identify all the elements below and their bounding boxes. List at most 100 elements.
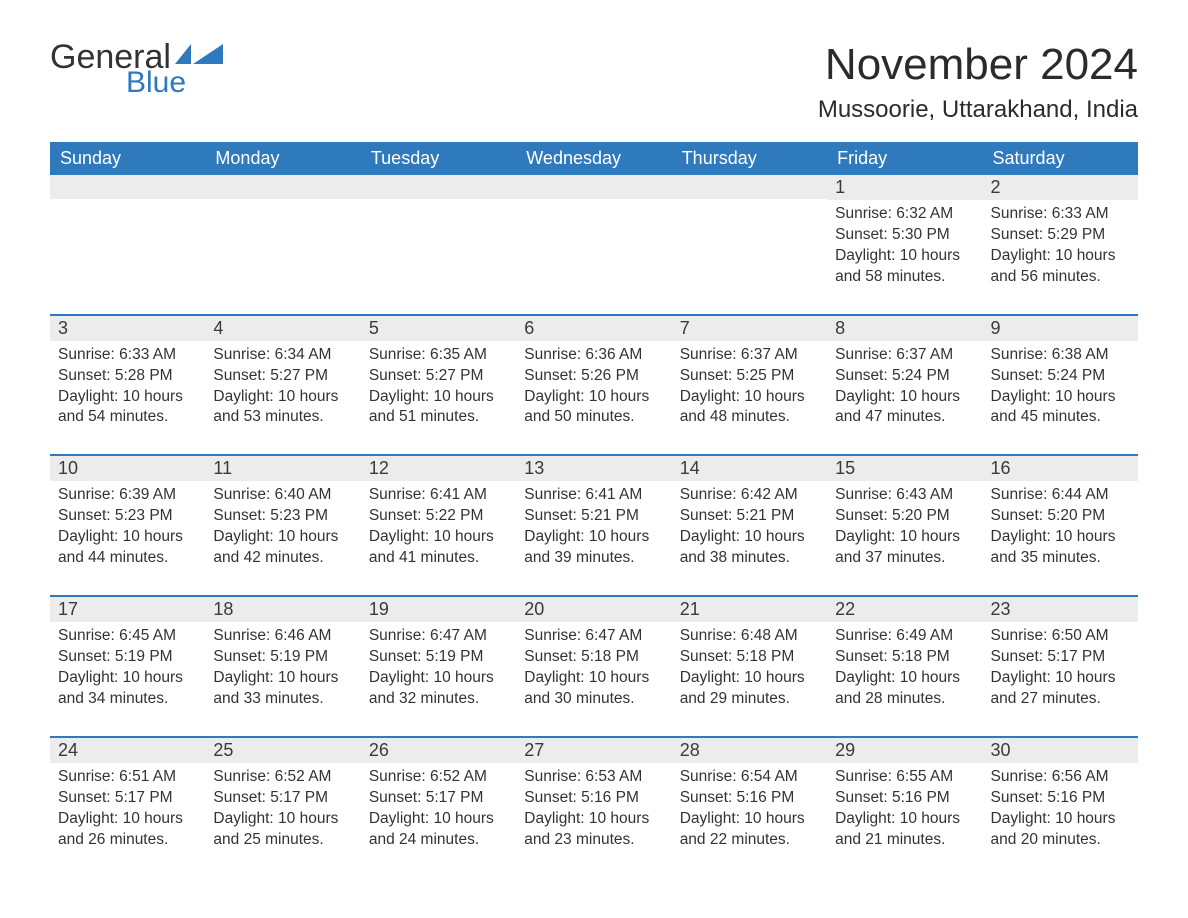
sunrise-text: Sunrise: 6:48 AM [680, 626, 819, 647]
daylight-text: Daylight: 10 hours and 28 minutes. [835, 668, 974, 710]
sunrise-text: Sunrise: 6:33 AM [991, 204, 1130, 225]
daylight-text: Daylight: 10 hours and 29 minutes. [680, 668, 819, 710]
day-body [672, 199, 827, 309]
sunset-text: Sunset: 5:16 PM [680, 788, 819, 809]
day-body: Sunrise: 6:41 AMSunset: 5:22 PMDaylight:… [361, 481, 516, 595]
sunset-text: Sunset: 5:17 PM [58, 788, 197, 809]
calendar-cell: 11Sunrise: 6:40 AMSunset: 5:23 PMDayligh… [205, 455, 360, 596]
daylight-text: Daylight: 10 hours and 33 minutes. [213, 668, 352, 710]
logo: General Blue [50, 40, 223, 98]
daylight-text: Daylight: 10 hours and 45 minutes. [991, 387, 1130, 429]
day-number: 1 [827, 175, 982, 200]
daylight-text: Daylight: 10 hours and 38 minutes. [680, 527, 819, 569]
day-body: Sunrise: 6:49 AMSunset: 5:18 PMDaylight:… [827, 622, 982, 736]
day-body: Sunrise: 6:40 AMSunset: 5:23 PMDaylight:… [205, 481, 360, 595]
sunrise-text: Sunrise: 6:44 AM [991, 485, 1130, 506]
weekday-header: Monday [205, 142, 360, 175]
calendar-cell: 29Sunrise: 6:55 AMSunset: 5:16 PMDayligh… [827, 737, 982, 877]
sunrise-text: Sunrise: 6:50 AM [991, 626, 1130, 647]
sunset-text: Sunset: 5:18 PM [524, 647, 663, 668]
sunrise-text: Sunrise: 6:40 AM [213, 485, 352, 506]
sunset-text: Sunset: 5:29 PM [991, 225, 1130, 246]
day-number [361, 175, 516, 199]
logo-flag-icon [175, 40, 223, 68]
calendar-cell: 15Sunrise: 6:43 AMSunset: 5:20 PMDayligh… [827, 455, 982, 596]
weekday-header: Thursday [672, 142, 827, 175]
day-number: 19 [361, 597, 516, 622]
day-body: Sunrise: 6:56 AMSunset: 5:16 PMDaylight:… [983, 763, 1138, 877]
sunrise-text: Sunrise: 6:41 AM [524, 485, 663, 506]
sunrise-text: Sunrise: 6:47 AM [524, 626, 663, 647]
sunrise-text: Sunrise: 6:54 AM [680, 767, 819, 788]
daylight-text: Daylight: 10 hours and 25 minutes. [213, 809, 352, 851]
sunset-text: Sunset: 5:26 PM [524, 366, 663, 387]
daylight-text: Daylight: 10 hours and 26 minutes. [58, 809, 197, 851]
sunset-text: Sunset: 5:19 PM [369, 647, 508, 668]
day-body: Sunrise: 6:52 AMSunset: 5:17 PMDaylight:… [361, 763, 516, 877]
day-body: Sunrise: 6:55 AMSunset: 5:16 PMDaylight:… [827, 763, 982, 877]
daylight-text: Daylight: 10 hours and 27 minutes. [991, 668, 1130, 710]
calendar-cell: 2Sunrise: 6:33 AMSunset: 5:29 PMDaylight… [983, 175, 1138, 315]
sunset-text: Sunset: 5:16 PM [524, 788, 663, 809]
weekday-header: Tuesday [361, 142, 516, 175]
day-body: Sunrise: 6:39 AMSunset: 5:23 PMDaylight:… [50, 481, 205, 595]
sunrise-text: Sunrise: 6:47 AM [369, 626, 508, 647]
day-number: 25 [205, 738, 360, 763]
day-number [516, 175, 671, 199]
daylight-text: Daylight: 10 hours and 39 minutes. [524, 527, 663, 569]
sunset-text: Sunset: 5:24 PM [835, 366, 974, 387]
sunset-text: Sunset: 5:17 PM [369, 788, 508, 809]
day-number: 23 [983, 597, 1138, 622]
day-number [205, 175, 360, 199]
daylight-text: Daylight: 10 hours and 37 minutes. [835, 527, 974, 569]
day-body: Sunrise: 6:50 AMSunset: 5:17 PMDaylight:… [983, 622, 1138, 736]
day-number: 18 [205, 597, 360, 622]
day-body: Sunrise: 6:34 AMSunset: 5:27 PMDaylight:… [205, 341, 360, 455]
sunrise-text: Sunrise: 6:52 AM [369, 767, 508, 788]
sunset-text: Sunset: 5:24 PM [991, 366, 1130, 387]
weekday-header: Sunday [50, 142, 205, 175]
sunset-text: Sunset: 5:17 PM [213, 788, 352, 809]
daylight-text: Daylight: 10 hours and 35 minutes. [991, 527, 1130, 569]
sunrise-text: Sunrise: 6:35 AM [369, 345, 508, 366]
sunset-text: Sunset: 5:19 PM [213, 647, 352, 668]
day-body [361, 199, 516, 309]
calendar-cell: 7Sunrise: 6:37 AMSunset: 5:25 PMDaylight… [672, 315, 827, 456]
calendar-cell: 18Sunrise: 6:46 AMSunset: 5:19 PMDayligh… [205, 596, 360, 737]
sunrise-text: Sunrise: 6:37 AM [835, 345, 974, 366]
day-number: 24 [50, 738, 205, 763]
day-body: Sunrise: 6:38 AMSunset: 5:24 PMDaylight:… [983, 341, 1138, 455]
calendar-cell: 27Sunrise: 6:53 AMSunset: 5:16 PMDayligh… [516, 737, 671, 877]
day-number: 20 [516, 597, 671, 622]
day-body: Sunrise: 6:45 AMSunset: 5:19 PMDaylight:… [50, 622, 205, 736]
calendar-week-row: 1Sunrise: 6:32 AMSunset: 5:30 PMDaylight… [50, 175, 1138, 315]
day-number: 6 [516, 316, 671, 341]
sunset-text: Sunset: 5:16 PM [835, 788, 974, 809]
header: General Blue November 2024 Mussoorie, Ut… [50, 40, 1138, 124]
calendar-week-row: 10Sunrise: 6:39 AMSunset: 5:23 PMDayligh… [50, 455, 1138, 596]
calendar-cell [516, 175, 671, 315]
daylight-text: Daylight: 10 hours and 21 minutes. [835, 809, 974, 851]
day-body: Sunrise: 6:43 AMSunset: 5:20 PMDaylight:… [827, 481, 982, 595]
day-number: 26 [361, 738, 516, 763]
sunset-text: Sunset: 5:17 PM [991, 647, 1130, 668]
calendar-cell [50, 175, 205, 315]
daylight-text: Daylight: 10 hours and 30 minutes. [524, 668, 663, 710]
calendar-cell: 23Sunrise: 6:50 AMSunset: 5:17 PMDayligh… [983, 596, 1138, 737]
sunrise-text: Sunrise: 6:32 AM [835, 204, 974, 225]
daylight-text: Daylight: 10 hours and 58 minutes. [835, 246, 974, 288]
day-body: Sunrise: 6:54 AMSunset: 5:16 PMDaylight:… [672, 763, 827, 877]
sunrise-text: Sunrise: 6:38 AM [991, 345, 1130, 366]
day-body: Sunrise: 6:53 AMSunset: 5:16 PMDaylight:… [516, 763, 671, 877]
day-number: 2 [983, 175, 1138, 200]
day-body [205, 199, 360, 309]
day-number: 13 [516, 456, 671, 481]
weekday-header: Saturday [983, 142, 1138, 175]
day-body: Sunrise: 6:33 AMSunset: 5:28 PMDaylight:… [50, 341, 205, 455]
daylight-text: Daylight: 10 hours and 51 minutes. [369, 387, 508, 429]
sunrise-text: Sunrise: 6:34 AM [213, 345, 352, 366]
day-body: Sunrise: 6:51 AMSunset: 5:17 PMDaylight:… [50, 763, 205, 877]
logo-text-blue: Blue [126, 68, 223, 98]
sunrise-text: Sunrise: 6:45 AM [58, 626, 197, 647]
day-body: Sunrise: 6:37 AMSunset: 5:25 PMDaylight:… [672, 341, 827, 455]
